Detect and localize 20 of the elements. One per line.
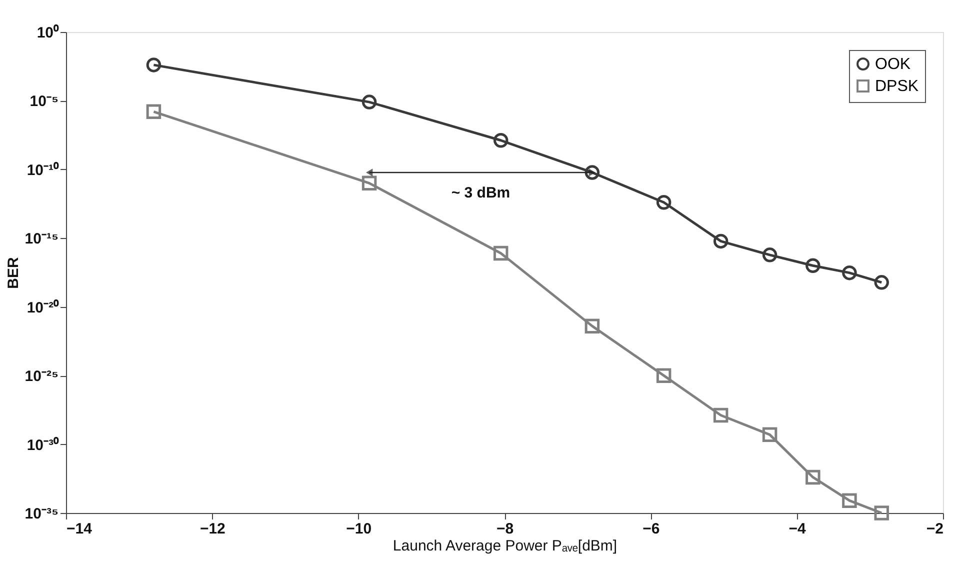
x-axis-title: Launch Average Power Pₐᵥₑ[dBm] [392, 538, 618, 554]
x-tick-label: −14 [66, 520, 93, 538]
y-tick-label: 10⁻³⁰ [26, 436, 60, 454]
x-tick-label: −12 [200, 520, 226, 538]
y-tick-label: 10⁻⁵ [30, 93, 58, 110]
x-tick-label: −2 [926, 520, 944, 538]
annotation: ~ 3 dBm [451, 184, 510, 202]
x-tick-label: −6 [642, 520, 660, 538]
y-tick-label: 10⁻³⁵ [24, 506, 58, 522]
y-axis-title: BER [4, 257, 22, 289]
x-tick-label: −10 [346, 520, 372, 538]
y-tick-label: 10⁰ [36, 24, 60, 42]
legend-label: DPSK [875, 78, 919, 95]
x-tick-label: −4 [788, 520, 807, 538]
legend-label: OOK [875, 56, 911, 73]
y-tick-label: 10⁻¹⁰ [26, 160, 60, 179]
x-tick-label: −8 [496, 520, 514, 538]
y-tick-label: 10⁻²⁵ [24, 368, 58, 386]
y-tick-label: 10⁻²⁰ [26, 298, 60, 316]
y-tick-label: 10⁻¹⁵ [24, 230, 58, 248]
